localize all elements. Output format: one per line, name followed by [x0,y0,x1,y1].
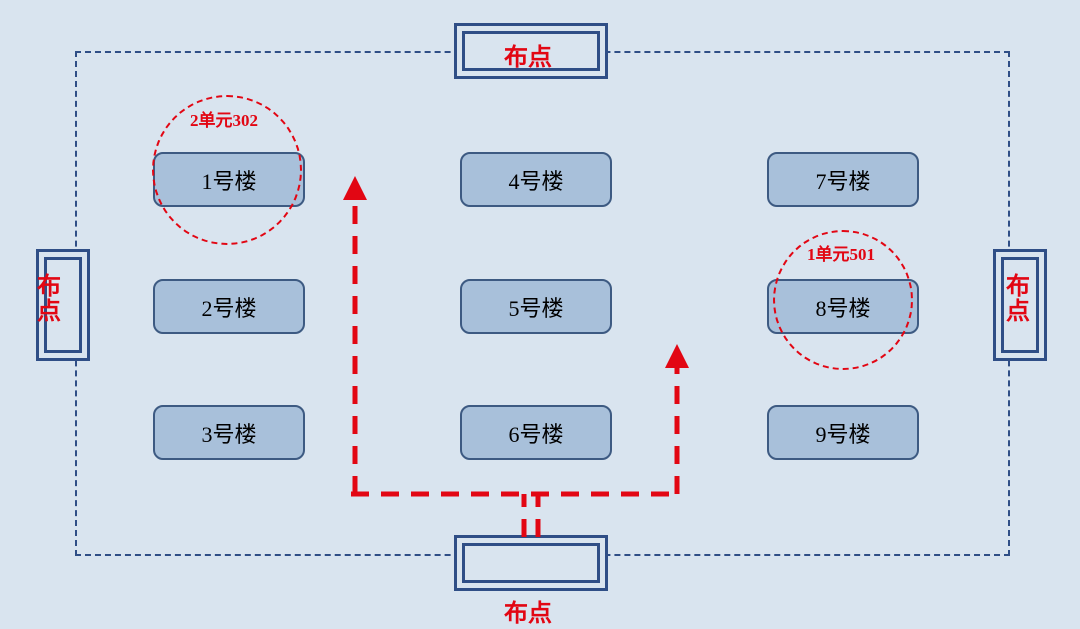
highlight-label-h2: 1单元501 [807,240,875,265]
building-b7: 7号楼 [767,152,919,207]
gate-right-label: 布 点 [1006,275,1030,325]
building-b6: 6号楼 [460,405,612,460]
gate-left-label: 布 点 [37,275,61,325]
building-label: 6号楼 [508,417,563,449]
gate-top-label: 布点 [504,37,552,72]
building-label: 7号楼 [815,164,870,196]
diagram-stage: 1号楼2号楼3号楼4号楼5号楼6号楼7号楼8号楼9号楼 布点布点布 点布 点 2… [0,0,1080,629]
building-label: 3号楼 [201,417,256,449]
building-label: 2号楼 [201,291,256,323]
building-label: 4号楼 [508,164,563,196]
building-b2: 2号楼 [153,279,305,334]
building-b3: 3号楼 [153,405,305,460]
building-b9: 9号楼 [767,405,919,460]
gate-bottom-inner [462,543,600,583]
building-b4: 4号楼 [460,152,612,207]
building-b5: 5号楼 [460,279,612,334]
gate-bottom [454,535,608,591]
building-label: 9号楼 [815,417,870,449]
gate-bottom-label: 布点 [504,593,552,628]
highlight-label-h1: 2单元302 [190,106,258,131]
building-label: 5号楼 [508,291,563,323]
